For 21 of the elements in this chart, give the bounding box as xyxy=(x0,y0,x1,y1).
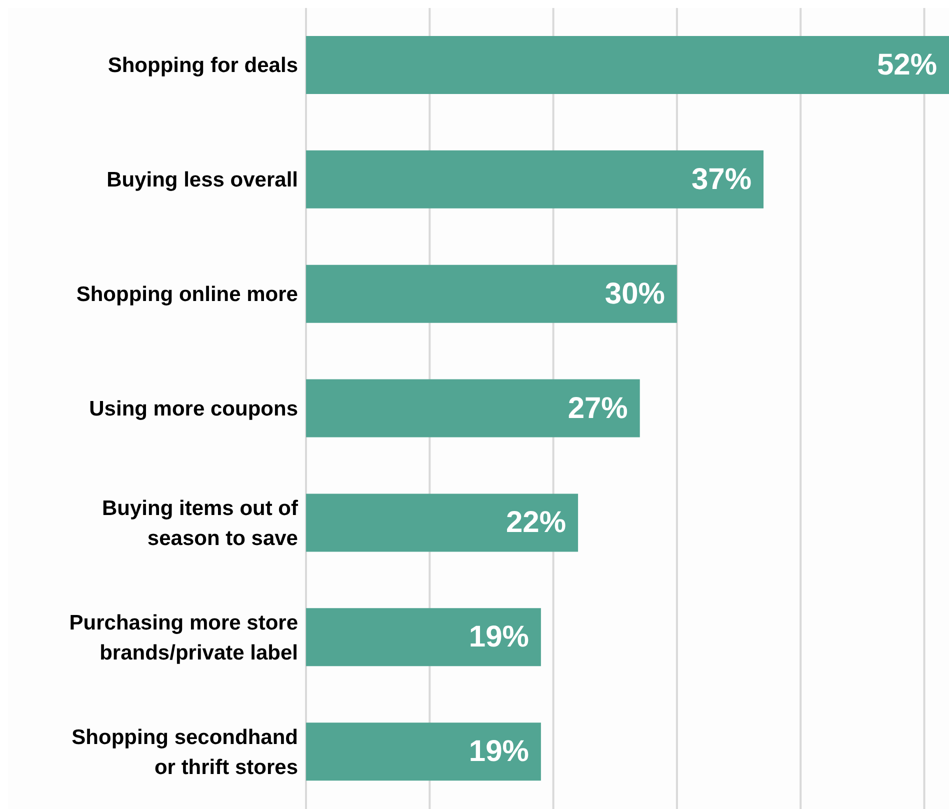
bar xyxy=(306,608,541,666)
data-label: 22% xyxy=(506,506,566,540)
y-tick-label: Buying items out of season to save xyxy=(102,496,299,550)
bar xyxy=(306,379,640,438)
y-tick-label: Purchasing more store brands/private label xyxy=(69,610,298,664)
data-label: 37% xyxy=(691,162,752,196)
data-label: 19% xyxy=(468,735,529,768)
bar xyxy=(306,264,677,323)
bar xyxy=(306,36,949,94)
bar xyxy=(306,150,764,208)
data-label: 19% xyxy=(468,620,529,654)
bar xyxy=(306,494,578,552)
y-tick-label: Shopping for deals xyxy=(108,54,298,77)
y-tick-label: Using more coupons xyxy=(89,397,298,420)
data-label: 27% xyxy=(568,392,628,425)
data-label: 30% xyxy=(604,277,665,310)
y-tick-label: Shopping secondhand or thrift stores xyxy=(72,725,298,778)
data-label: 52% xyxy=(876,48,937,82)
bar xyxy=(306,722,541,781)
y-tick-label: Shopping online more xyxy=(76,282,298,306)
y-tick-label: Buying less overall xyxy=(106,168,298,192)
